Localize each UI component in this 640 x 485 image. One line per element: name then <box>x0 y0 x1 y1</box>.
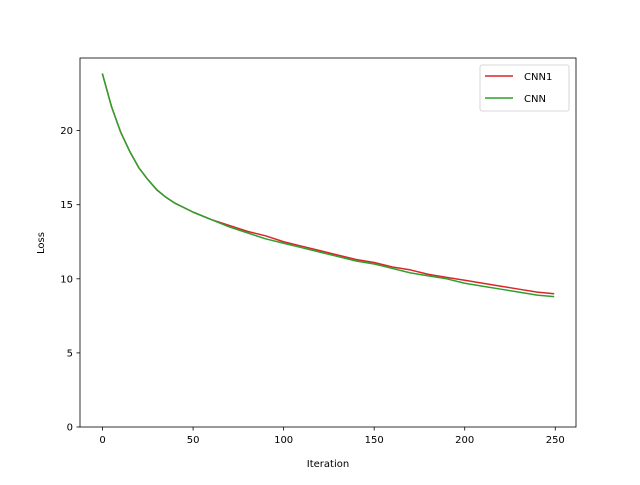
y-tick-label: 10 <box>60 274 73 285</box>
legend-label-cnn: CNN <box>524 94 546 105</box>
x-tick-label: 50 <box>187 435 200 446</box>
plot-area <box>80 58 576 427</box>
y-tick-label: 0 <box>67 423 73 434</box>
y-tick-label: 5 <box>67 348 73 359</box>
x-tick-label: 100 <box>274 435 293 446</box>
y-tick-label: 15 <box>60 200 73 211</box>
x-tick-label: 250 <box>546 435 565 446</box>
x-axis-label: Iteration <box>307 459 349 470</box>
x-tick-label: 200 <box>455 435 474 446</box>
x-axis-ticks: 0 50 100 150 200 250 <box>99 427 565 446</box>
series-layer <box>101 73 555 298</box>
plot-frame <box>79 57 577 428</box>
y-axis-ticks: 0 5 10 15 20 <box>60 126 80 434</box>
legend: CNN1 CNN <box>479 64 570 112</box>
legend-label-cnn1: CNN1 <box>524 72 552 83</box>
series-line-cnn <box>101 73 555 298</box>
y-axis-label: Loss <box>36 232 47 254</box>
x-tick-label: 150 <box>365 435 384 446</box>
y-tick-label: 20 <box>60 126 73 137</box>
x-tick-label: 0 <box>99 435 105 446</box>
